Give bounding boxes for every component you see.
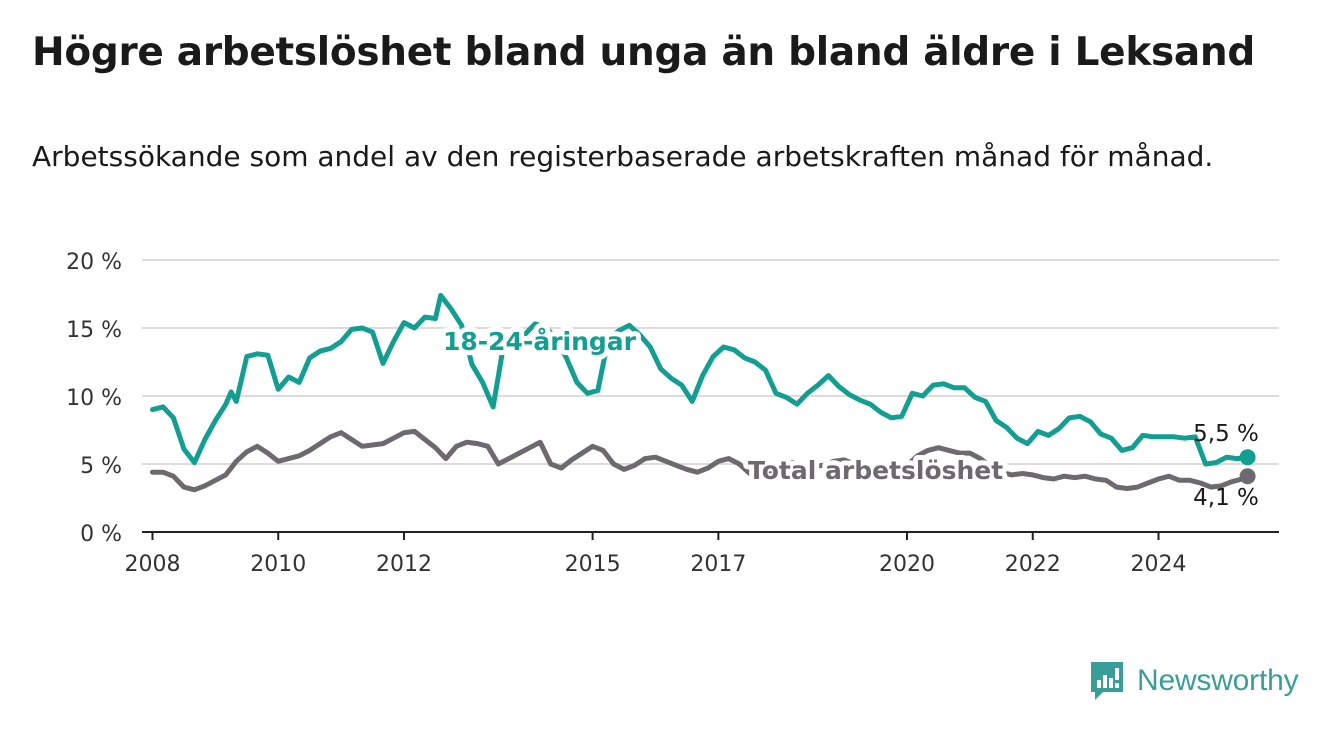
x-tick-label: 2020: [879, 552, 935, 577]
series-lines: [150, 292, 1256, 493]
chart-subtitle: Arbetssökande som andel av den registerb…: [32, 140, 1214, 173]
series-name-label-total-halo: Total arbetslöshet: [748, 456, 1003, 485]
logo-text: Newsworthy: [1137, 664, 1299, 697]
series-name-label-youth: 18-24-åringar: [443, 327, 637, 356]
series-end-dot-0: [1239, 449, 1256, 466]
y-axis-ticks: 0 % 5 % 10 % 15 % 20 %: [66, 250, 122, 547]
y-tick-label: 10 %: [66, 386, 122, 411]
newsworthy-logo: Newsworthy: [1089, 660, 1299, 702]
x-tick-label: 2012: [376, 552, 432, 577]
series-name-label-total: Total arbetslöshet: [748, 456, 1003, 485]
series-line-0: [150, 292, 1251, 467]
x-tick-label: 2022: [1005, 552, 1061, 577]
y-tick-label: 5 %: [80, 454, 122, 479]
x-tick-label: 2010: [250, 552, 306, 577]
series-end-dot-1: [1239, 468, 1256, 485]
y-tick-label: 0 %: [80, 522, 122, 547]
y-tick-label: 15 %: [66, 318, 122, 343]
end-value-label-youth: 5,5 %: [1193, 421, 1259, 447]
x-tick-label: 2015: [565, 552, 621, 577]
end-value-label-total: 4,1 %: [1193, 485, 1259, 511]
series-name-label-youth-halo: 18-24-åringar: [443, 327, 637, 356]
chart-title: Högre arbetslöshet bland unga än bland ä…: [32, 30, 1255, 75]
x-tick-label: 2017: [690, 552, 746, 577]
newsworthy-logo-icon: [1091, 662, 1123, 700]
x-axis: 2008 2010 2012 2015 2017 2020 2022 2024: [124, 531, 1279, 577]
x-tick-label: 2008: [124, 552, 180, 577]
x-tick-label: 2024: [1130, 552, 1186, 577]
y-tick-label: 20 %: [66, 250, 122, 275]
series-line-1: [150, 428, 1251, 493]
